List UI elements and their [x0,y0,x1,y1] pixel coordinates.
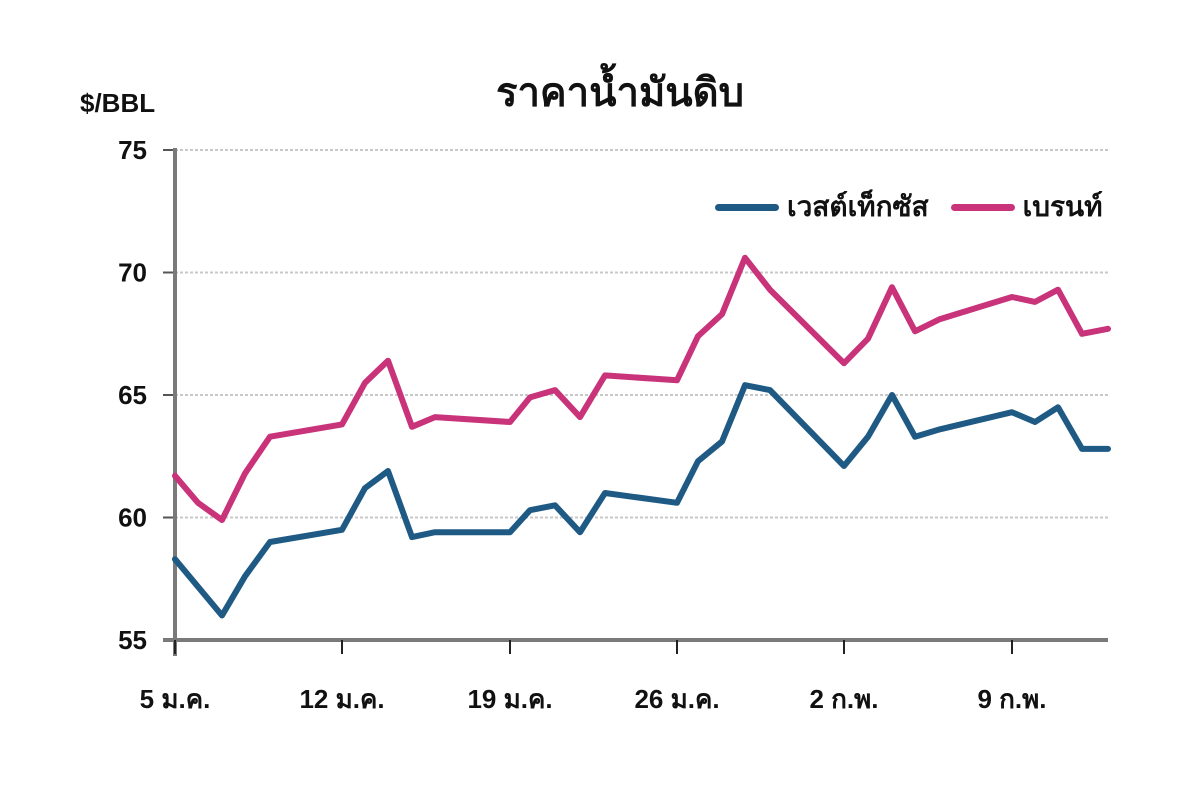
x-tick-label: 2 ก.พ. [809,684,878,714]
y-tick-label: 75 [118,135,147,165]
legend-item-wti: เวสต์เท็กซัส [715,185,929,229]
legend-label-brent: เบรนท์ [1022,191,1103,222]
x-tick-label: 26 ม.ค. [634,684,719,714]
x-tick-label: 12 ม.ค. [299,684,384,714]
legend-label-wti: เวสต์เท็กซัส [787,191,929,222]
x-tick-label: 9 ก.พ. [977,684,1046,714]
y-tick-label: 55 [118,625,147,655]
wti-line-swatch [715,203,779,211]
chart-legend: เวสต์เท็กซัส เบรนท์ [715,185,1125,229]
legend-item-brent: เบรนท์ [950,185,1103,229]
y-tick-label: 65 [118,380,147,410]
y-axis-unit-label: $/BBL [80,88,156,118]
chart-title: ราคาน้ำมันดิบ [495,71,745,115]
x-tick-label: 5 ม.ค. [140,684,211,714]
y-tick-label: 70 [118,258,147,288]
wti-price-line [172,382,1111,619]
brent-price-line [172,254,1111,523]
y-tick-label: 60 [118,503,147,533]
brent-line-swatch [950,203,1015,211]
x-tick-label: 19 ม.ค. [467,684,552,714]
